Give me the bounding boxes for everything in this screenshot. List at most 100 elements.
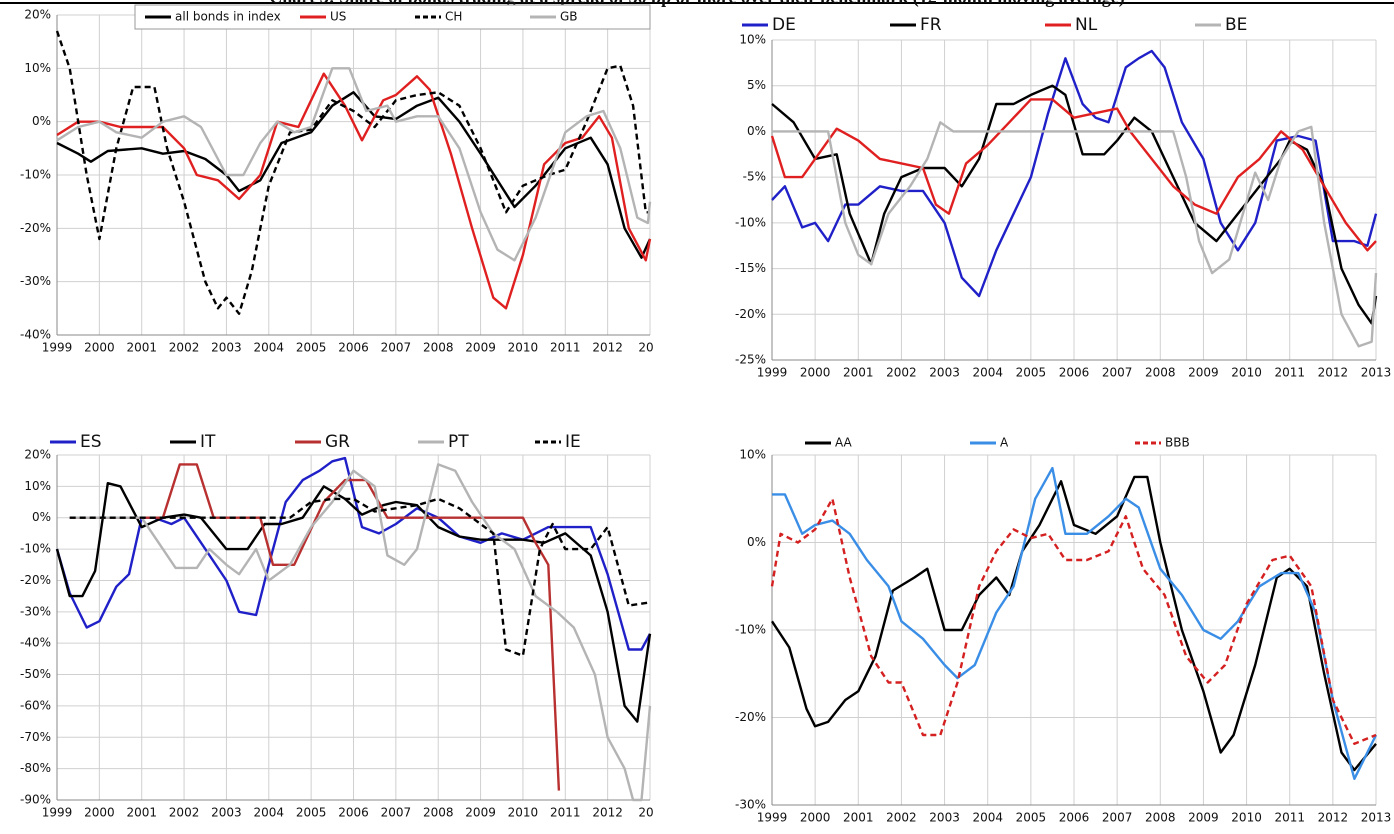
x-tick-label: 2005 [296, 806, 327, 820]
panel: -40% -30% -20% -10% 0% 10% 20% 1999 2000 2001 2002… [20, 4, 654, 355]
y-tick-label: -80% [20, 761, 51, 775]
y-tick-label: -20% [735, 710, 766, 724]
panel: -25% -20% -15% -10% -5% 0% 5% 10% 1999 2000 2001 20… [735, 15, 1391, 380]
x-tick-label: 2007 [381, 806, 412, 820]
x-tick-label: 2003 [929, 366, 960, 380]
y-tick-label: 20% [24, 448, 51, 462]
x-tick-label: 2010 [508, 341, 539, 355]
x-tick-label: 2013 [1361, 366, 1392, 380]
x-tick-label: 2009 [465, 806, 496, 820]
x-tick-label: 1999 [42, 341, 73, 355]
x-tick-label: 1999 [42, 806, 73, 820]
legend-label: NL [1075, 15, 1098, 35]
panel: -30% -20% -10% 0% 10% 1999 2000 2001 2002 2003 200… [735, 436, 1391, 825]
y-tick-label: -90% [20, 793, 51, 807]
legend-label: GR [325, 432, 350, 452]
x-tick-label: 2007 [381, 341, 412, 355]
y-tick-label: 0% [32, 510, 51, 524]
x-tick-label: 2010 [1231, 366, 1262, 380]
series-line [56, 67, 652, 262]
x-tick-label: 2004 [254, 341, 285, 355]
x-tick-label: 2001 [126, 341, 157, 355]
series-line [56, 91, 652, 259]
y-tick-label: -40% [20, 328, 51, 342]
x-tick-label: 2000 [800, 811, 831, 825]
y-tick-label: 0% [747, 124, 766, 138]
x-tick-label: 2008 [423, 341, 454, 355]
y-tick-label: -10% [735, 623, 766, 637]
legend-label: IT [200, 432, 216, 452]
x-tick-label: 2008 [423, 806, 454, 820]
x-tick-label: 20 [638, 341, 653, 355]
x-tick-label: 2006 [338, 806, 369, 820]
y-tick-label: 10% [739, 33, 766, 47]
y-tick-label: 5% [747, 78, 766, 92]
x-tick-label: 2013 [1361, 811, 1392, 825]
x-tick-label: 2011 [1274, 811, 1305, 825]
x-tick-label: 2012 [592, 806, 623, 820]
legend-label: BE [1225, 15, 1247, 35]
y-tick-label: -70% [20, 730, 51, 744]
x-tick-label: 2002 [886, 366, 917, 380]
x-tick-label: 2012 [592, 341, 623, 355]
legend-label: IE [565, 432, 581, 452]
series-line [771, 49, 1378, 298]
y-tick-label: 0% [747, 535, 766, 549]
series-line [56, 72, 652, 310]
x-tick-label: 1999 [757, 811, 788, 825]
x-tick-label: 2005 [1016, 366, 1047, 380]
x-tick-label: 2005 [296, 341, 327, 355]
y-tick-label: -30% [20, 274, 51, 288]
legend-label: A [1000, 436, 1009, 450]
legend-label: all bonds in index [175, 10, 281, 24]
x-tick-label: 2006 [1059, 811, 1090, 825]
x-tick-label: 2001 [126, 806, 157, 820]
x-tick-label: 2002 [169, 341, 200, 355]
x-tick-label: 2011 [550, 341, 581, 355]
x-tick-label: 1999 [757, 366, 788, 380]
legend-label: AA [835, 436, 853, 450]
y-tick-label: -40% [20, 636, 51, 650]
x-tick-label: 2012 [1318, 366, 1349, 380]
y-tick-label: -10% [20, 168, 51, 182]
x-tick-label: 2010 [1231, 811, 1262, 825]
legend-label: ES [80, 432, 102, 452]
x-tick-label: 2007 [1102, 811, 1133, 825]
y-tick-label: 20% [24, 8, 51, 22]
panel: -90% -80% -70% -60% -50% -40% -30% -20% -10% 0% 10… [20, 432, 654, 820]
y-tick-label: -20% [20, 573, 51, 587]
x-tick-label: 2001 [843, 811, 874, 825]
series-line [772, 121, 1378, 348]
x-tick-label: 2003 [211, 806, 242, 820]
legend-label: BBB [1165, 436, 1190, 450]
x-tick-label: 2000 [84, 806, 115, 820]
x-tick-label: 2008 [1145, 366, 1176, 380]
y-tick-label: -60% [20, 698, 51, 712]
y-tick-label: -10% [735, 215, 766, 229]
series-line [770, 497, 1377, 745]
x-tick-label: 2008 [1145, 811, 1176, 825]
y-tick-label: -15% [735, 261, 766, 275]
x-tick-label: 2010 [508, 806, 539, 820]
page-title: Chart 3: Share of bonds trading at a spr… [269, 0, 1124, 8]
series-line [770, 98, 1377, 252]
y-tick-label: -20% [20, 221, 51, 235]
x-tick-label: 2002 [886, 811, 917, 825]
legend-label: PT [448, 432, 469, 452]
legend-label: GB [560, 10, 578, 24]
x-tick-label: 2003 [211, 341, 242, 355]
y-tick-label: -20% [735, 307, 766, 321]
series-line [69, 497, 651, 657]
series-line [55, 30, 650, 315]
x-tick-label: 2000 [800, 366, 831, 380]
y-tick-label: -5% [743, 170, 766, 184]
x-tick-label: 2009 [1188, 366, 1219, 380]
x-tick-label: 2007 [1102, 366, 1133, 380]
legend-label: CH [445, 10, 462, 24]
x-tick-label: 2004 [254, 806, 285, 820]
legend-label: US [330, 10, 346, 24]
x-tick-label: 2011 [550, 806, 581, 820]
series-line [69, 463, 652, 802]
